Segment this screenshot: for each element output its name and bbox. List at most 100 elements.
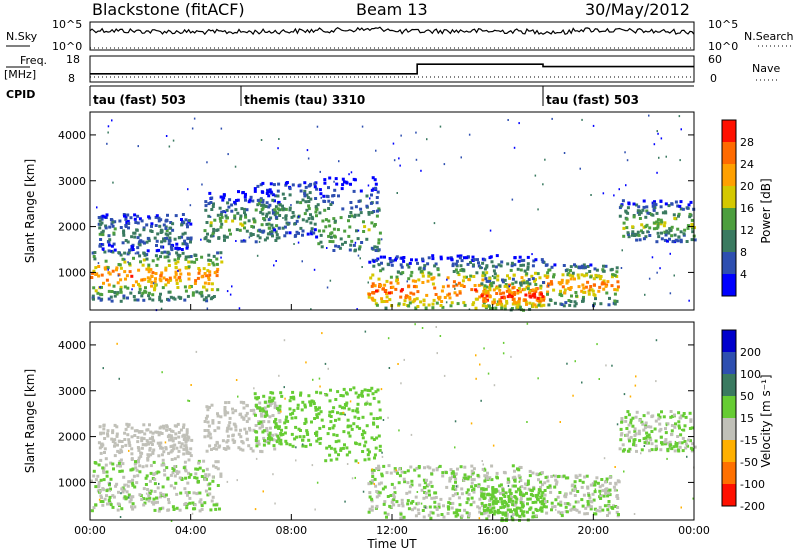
echo-cell (519, 281, 522, 285)
echo-cell (539, 500, 542, 504)
echo-cell (365, 237, 369, 241)
echo-cell (349, 211, 353, 214)
echo-noise (403, 358, 405, 361)
echo-noise (116, 342, 118, 345)
echo-cell (614, 481, 618, 485)
echo-cell (198, 268, 202, 272)
echo-cell (134, 280, 138, 284)
echo-cell (388, 298, 392, 302)
echo-cell (99, 298, 103, 302)
echo-cell (422, 266, 426, 270)
echo-cell (267, 218, 271, 222)
echo-cell (409, 274, 413, 278)
echo-cell (569, 277, 573, 281)
echo-cell (612, 485, 616, 489)
echo-cell (133, 213, 137, 217)
echo-noise (101, 243, 103, 246)
echo-cell (652, 227, 656, 231)
echo-cell (574, 302, 578, 306)
echo-cell (111, 494, 115, 498)
echo-cell (211, 205, 215, 208)
echo-noise (651, 256, 654, 259)
velocity-xticks: 00:00 04:00 08:00 12:00 16:00 20:00 00:00 (74, 304, 710, 537)
echo-cell (148, 437, 152, 441)
echo-cell (538, 276, 542, 280)
echo-cell (243, 239, 247, 243)
echo-cell (495, 489, 499, 493)
echo-cell (104, 259, 108, 263)
echo-cell (333, 447, 337, 451)
echo-cell (519, 501, 523, 505)
echo-cell (233, 423, 237, 427)
echo-noise (248, 236, 251, 239)
echo-cell (681, 436, 685, 440)
echo-cell (484, 508, 488, 512)
echo-cell (392, 493, 396, 497)
echo-cell (259, 449, 263, 453)
echo-cell (292, 214, 296, 218)
echo-noise (229, 293, 232, 296)
echo-cell (114, 484, 118, 488)
echo-noise (373, 483, 375, 485)
echo-cell (146, 488, 150, 491)
echo-cell (254, 424, 258, 427)
echo-cell (174, 481, 178, 485)
echo-cell (96, 474, 100, 478)
echo-cell (645, 431, 649, 435)
echo-cell (451, 264, 455, 268)
echo-cell (418, 483, 422, 487)
x-tick-label: 20:00 (577, 524, 609, 537)
echo-cell (110, 222, 114, 226)
echo-cell (319, 233, 323, 237)
echo-cell (239, 400, 243, 404)
echo-cell (260, 203, 264, 207)
echo-noise (124, 258, 126, 261)
echo-cell (380, 297, 384, 301)
echo-cell (352, 422, 356, 426)
echo-cell (406, 469, 410, 473)
echo-cell (651, 213, 655, 217)
echo-cell (511, 298, 515, 301)
echo-cell (434, 491, 438, 495)
echo-cell (167, 259, 171, 263)
echo-cell (496, 285, 500, 289)
echo-noise (227, 153, 229, 156)
echo-cell (115, 434, 119, 438)
echo-cell (161, 506, 165, 510)
echo-cell (337, 245, 341, 249)
echo-cell (533, 303, 537, 307)
echo-cell (92, 469, 96, 473)
echo-cell (396, 270, 400, 274)
echo-cell (136, 246, 140, 250)
echo-cell (439, 257, 443, 261)
echo-cell (118, 219, 122, 223)
echo-cell (295, 219, 299, 223)
echo-cell (349, 201, 353, 204)
echo-cell (653, 200, 656, 204)
echo-cell (262, 409, 266, 413)
echo-cell (635, 203, 639, 207)
echo-cell (116, 449, 120, 453)
echo-cell (435, 468, 439, 472)
echo-cell (441, 474, 445, 478)
echo-cell (676, 204, 680, 208)
echo-cell (347, 431, 351, 435)
echo-cell (273, 406, 277, 410)
echo-cell (304, 444, 308, 448)
echo-cell (281, 192, 285, 196)
echo-cell (180, 223, 184, 227)
echo-cell (310, 420, 313, 424)
echo-cell (309, 182, 313, 186)
echo-cell (147, 291, 151, 295)
echo-cell (524, 293, 528, 297)
echo-cell (652, 202, 656, 206)
echo-cell (349, 424, 353, 428)
echo-cell (147, 270, 151, 274)
echo-cell (447, 501, 451, 505)
echo-cell (416, 508, 420, 512)
echo-cell (121, 490, 125, 494)
echo-cell (408, 485, 412, 489)
echo-cell (627, 437, 631, 441)
echo-cell (658, 429, 662, 433)
echo-cell (160, 240, 164, 244)
